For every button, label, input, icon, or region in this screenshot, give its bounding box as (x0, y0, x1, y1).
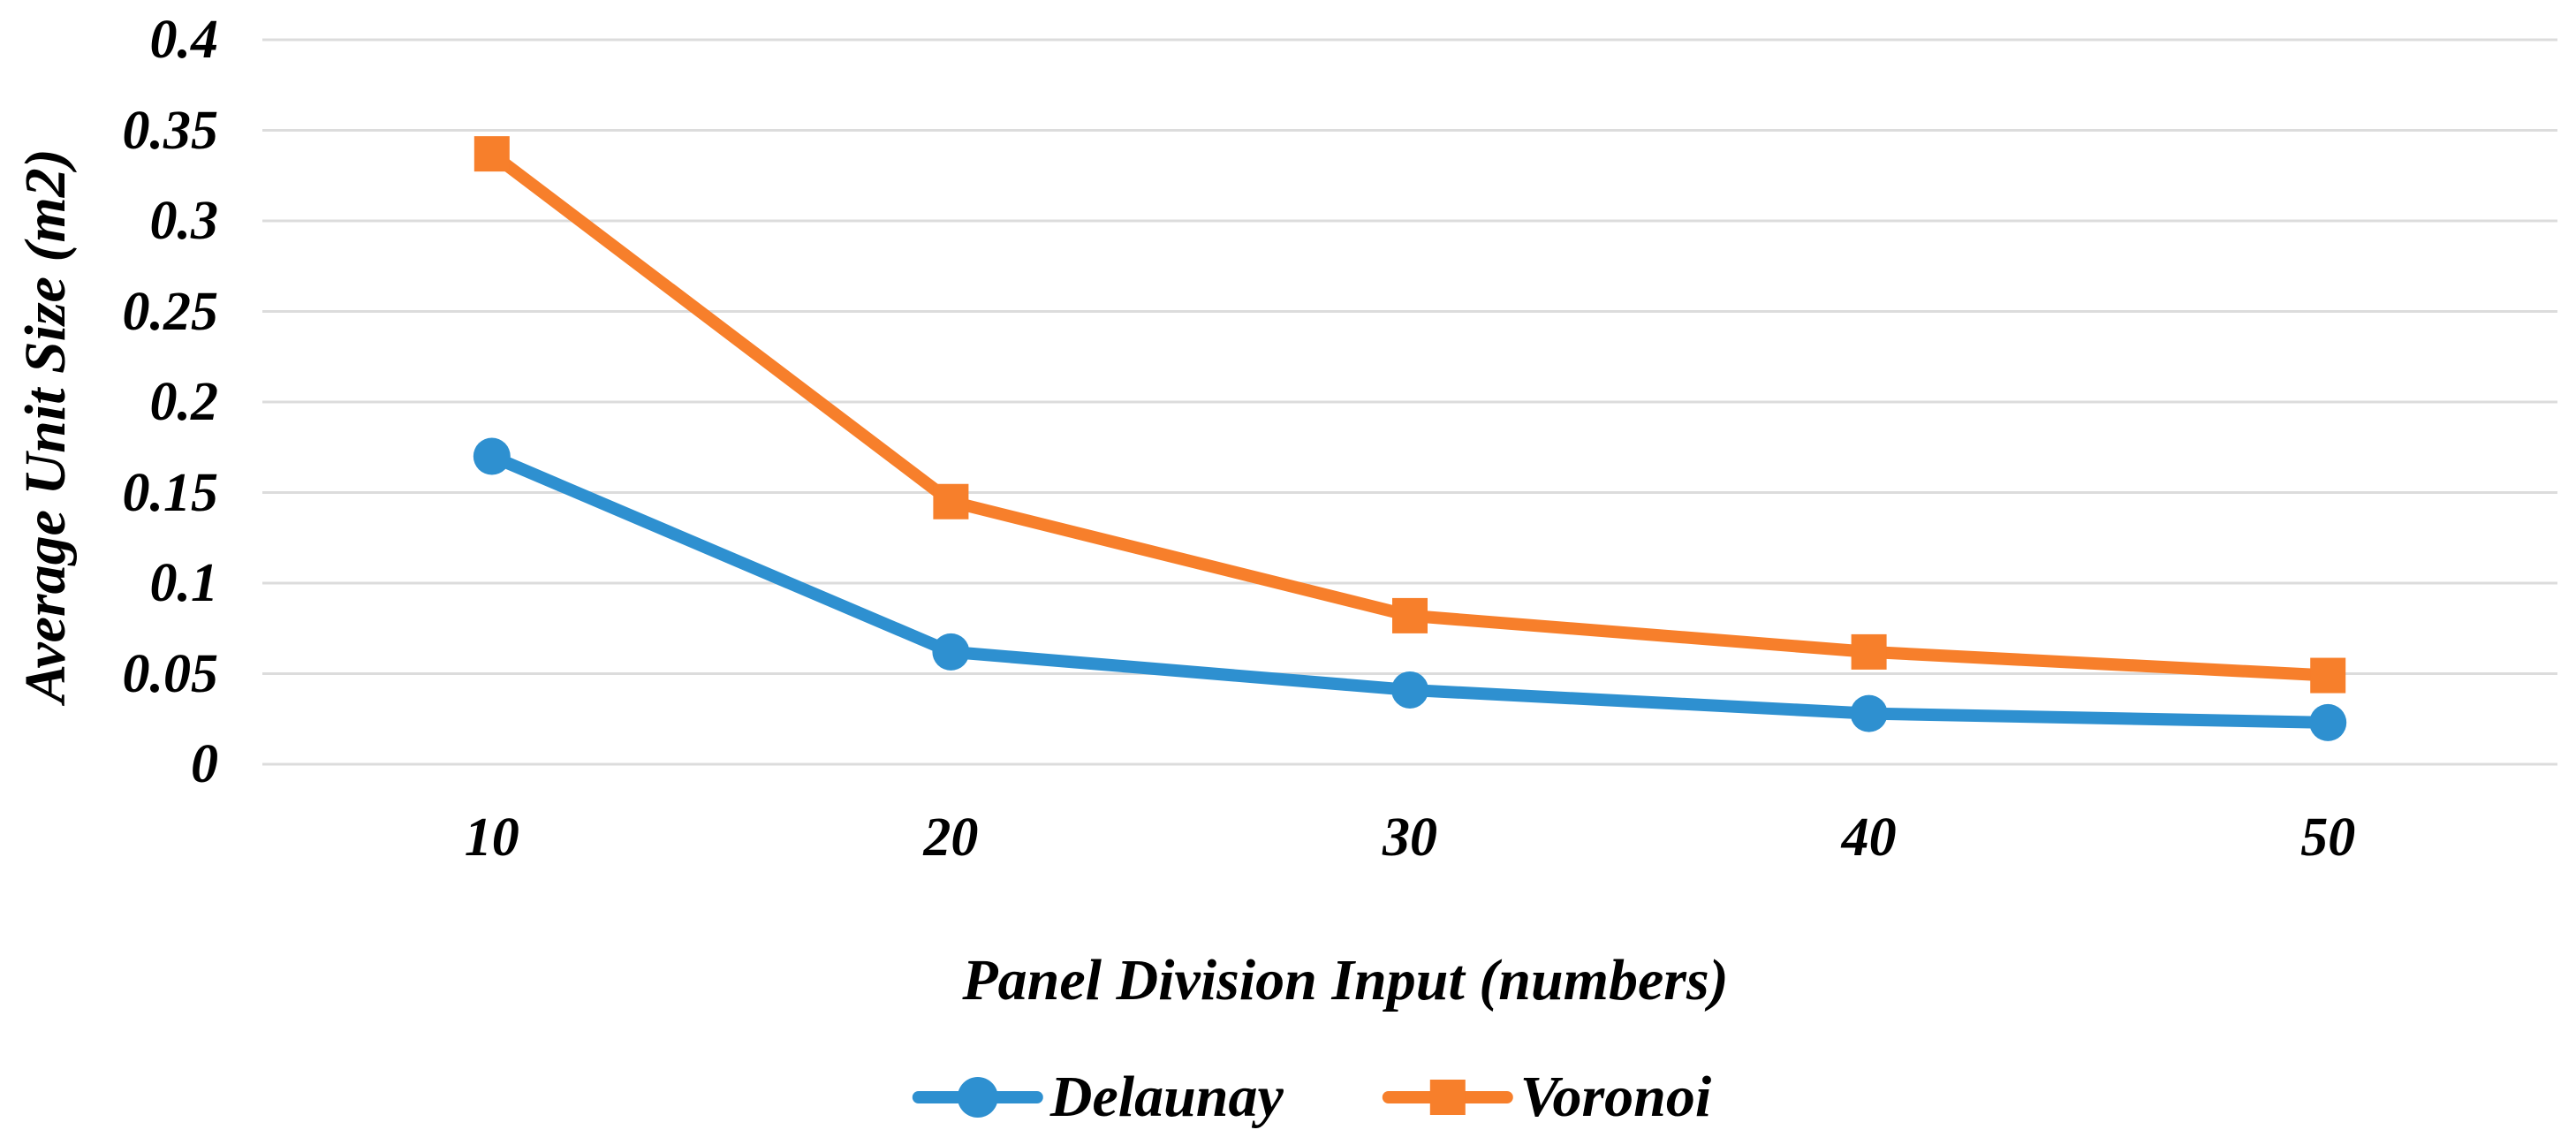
y-tick-label: 0.25 (122, 281, 219, 342)
x-tick-label: 40 (1841, 808, 1897, 868)
y-tick-label: 0.1 (149, 553, 219, 613)
y-tick-label: 0.35 (122, 100, 219, 161)
legend-item-voronoi: Voronoi (1382, 1065, 1712, 1129)
data-point-marker-delaunay (932, 633, 970, 671)
data-point-marker-voronoi (1851, 633, 1887, 670)
x-axis-title: Panel Division Input (numbers) (962, 948, 1729, 1012)
data-point-marker-delaunay (1850, 694, 1888, 732)
y-tick-label: 0.3 (149, 191, 219, 251)
legend-label-delaunay: Delaunay (1049, 1065, 1284, 1129)
legend-item-delaunay: Delaunay (912, 1065, 1284, 1129)
legend: Delaunay Voronoi (912, 1065, 1712, 1129)
y-tick-label: 0 (191, 734, 218, 794)
legend-swatch-square-icon (1382, 1074, 1513, 1120)
data-point-marker-delaunay (2309, 703, 2347, 741)
y-tick-label: 0.2 (149, 372, 219, 432)
y-tick-label: 0.4 (149, 10, 219, 70)
data-point-marker-voronoi (1392, 597, 1428, 633)
legend-label-voronoi: Voronoi (1519, 1065, 1712, 1129)
legend-marker-square-icon (1429, 1080, 1466, 1115)
x-tick-label: 10 (464, 808, 519, 868)
data-point-marker-voronoi (2310, 657, 2346, 694)
x-tick-label: 50 (2300, 808, 2356, 868)
data-point-marker-delaunay (1391, 671, 1428, 709)
series-line-voronoi (485, 148, 2335, 682)
y-tick-label: 0.15 (122, 462, 219, 523)
x-tick-label: 30 (1383, 808, 1437, 868)
data-point-marker-voronoi (474, 136, 510, 172)
y-tick-label: 0.05 (122, 643, 219, 704)
data-point-marker-delaunay (473, 437, 511, 475)
legend-marker-circle-icon (957, 1077, 998, 1118)
x-tick-label: 20 (923, 808, 979, 868)
legend-swatch-circle-icon (912, 1074, 1043, 1120)
data-point-marker-voronoi (933, 483, 969, 519)
